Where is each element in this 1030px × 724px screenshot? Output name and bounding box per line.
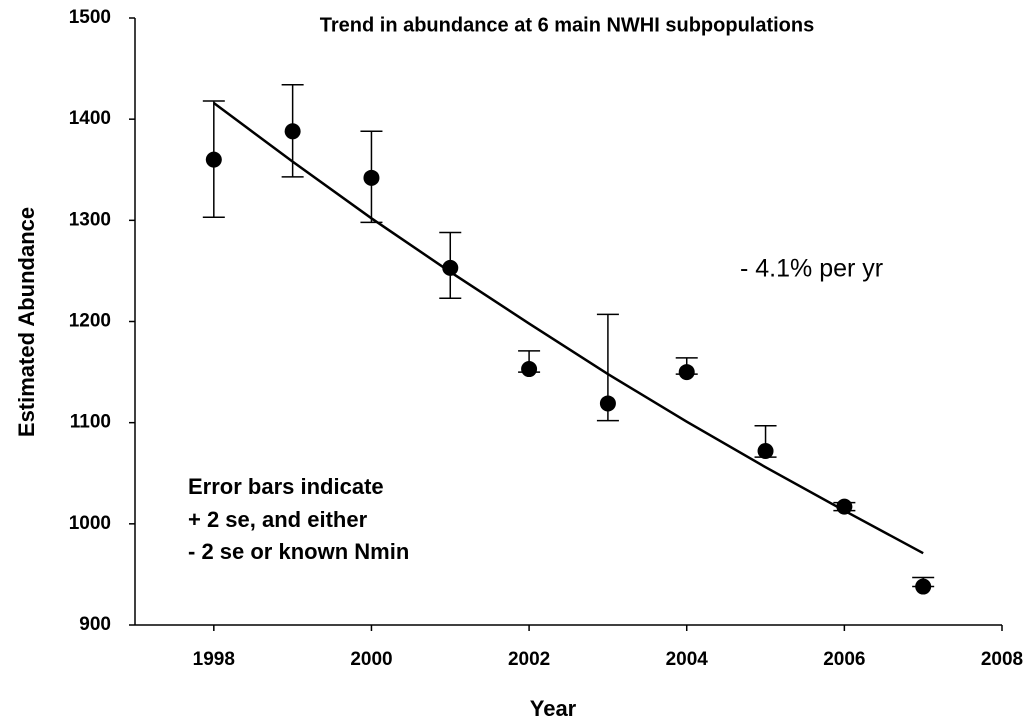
chart-title: Trend in abundance at 6 main NWHI subpop… <box>320 14 814 36</box>
data-point <box>915 578 932 595</box>
x-tick-label: 2000 <box>350 649 392 670</box>
x-tick-label: 2002 <box>508 649 550 670</box>
y-tick-label: 1100 <box>70 412 111 433</box>
data-point <box>363 169 380 186</box>
data-point <box>284 123 301 140</box>
data-point <box>521 361 538 378</box>
annotation: - 2 se or known Nmin <box>188 539 409 564</box>
y-tick-label: 1300 <box>69 209 111 230</box>
annotation: + 2 se, and either <box>188 507 368 532</box>
y-axis-label: Estimated Abundance <box>14 207 39 437</box>
data-point <box>205 151 222 168</box>
data-point <box>599 395 616 412</box>
data-point <box>442 259 459 276</box>
y-tick-label: 1400 <box>69 108 111 129</box>
y-tick-label: 1200 <box>69 311 111 332</box>
annotation: Error bars indicate <box>188 474 384 499</box>
data-point <box>757 442 774 459</box>
y-tick-label: 900 <box>79 614 111 635</box>
x-tick-label: 2008 <box>981 649 1023 670</box>
data-point <box>836 498 853 515</box>
y-tick-label: 1000 <box>69 513 111 534</box>
trend-line <box>213 101 924 555</box>
x-axis-label: Year <box>530 696 577 721</box>
data-point <box>678 364 695 381</box>
y-tick-label: 1500 <box>69 7 111 28</box>
annotation: - 4.1% per yr <box>740 255 883 283</box>
x-tick-label: 2006 <box>823 649 865 670</box>
x-tick-label: 1998 <box>193 649 235 670</box>
x-tick-label: 2004 <box>666 649 709 670</box>
